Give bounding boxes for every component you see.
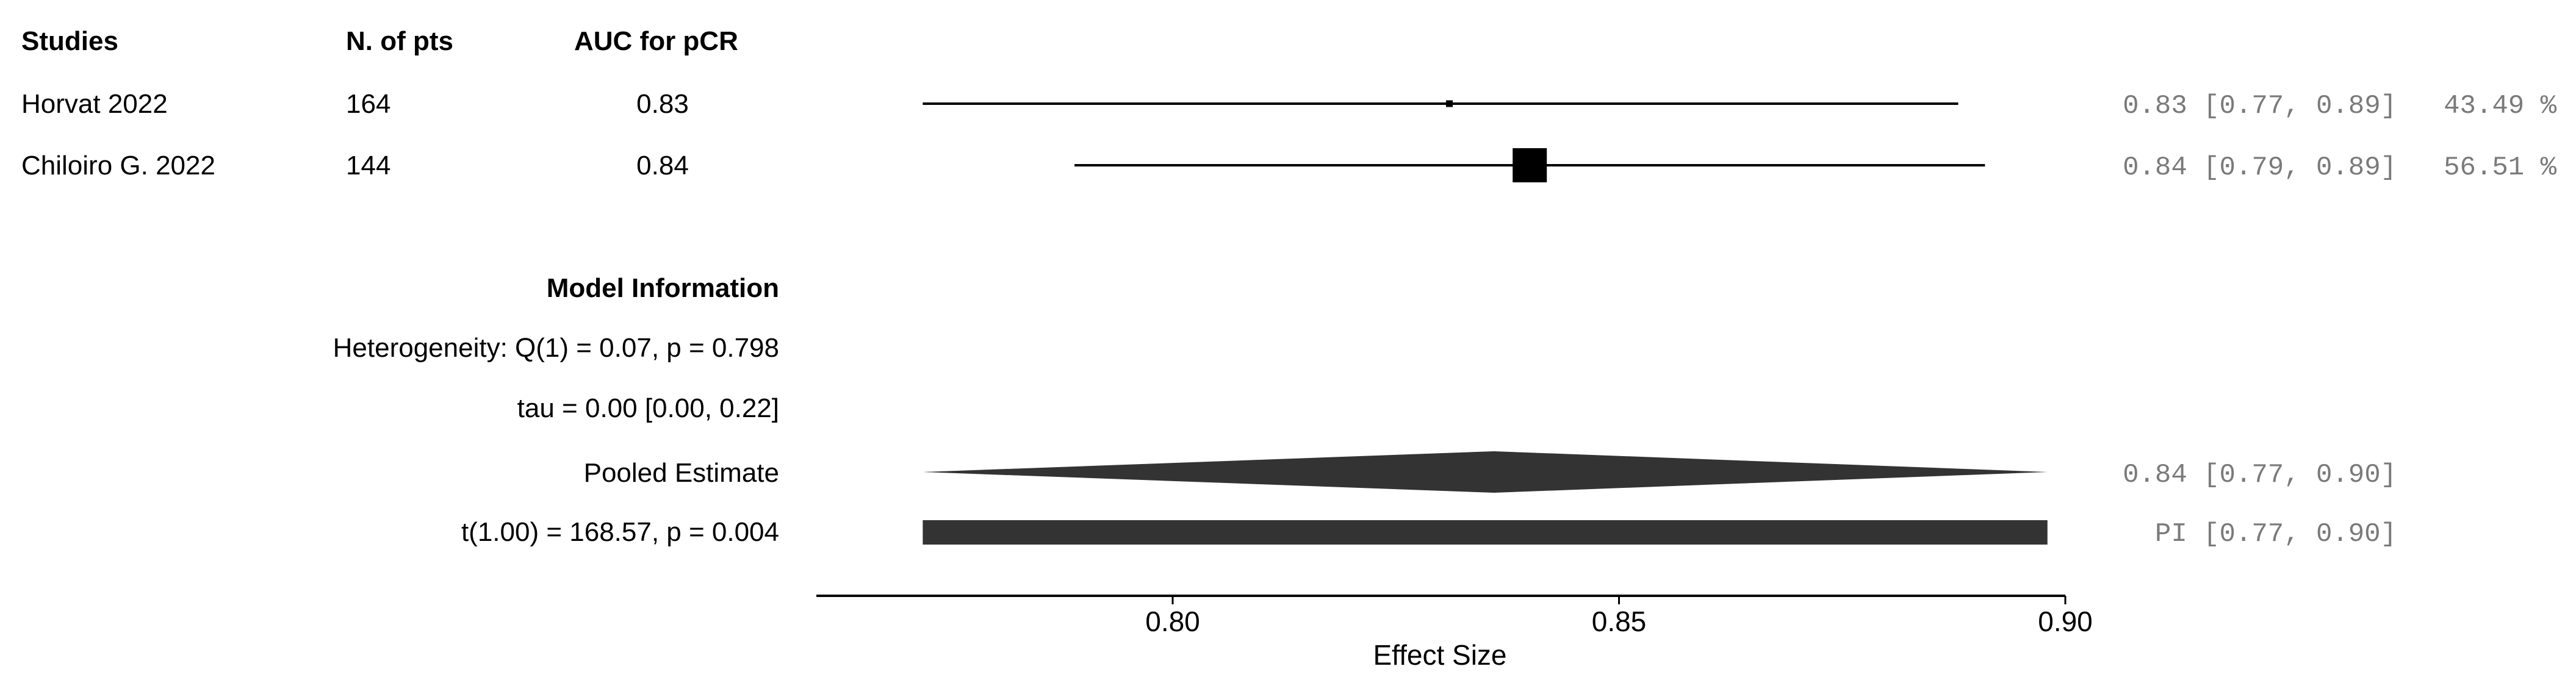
x-tick-label-3: 0.90 bbox=[2038, 606, 2093, 637]
prediction-interval-bar bbox=[923, 520, 2048, 545]
study-weight-1: 43.49 % bbox=[2444, 91, 2556, 121]
x-tick-label-2: 0.85 bbox=[1592, 606, 1647, 637]
x-tick-label-1: 0.80 bbox=[1145, 606, 1200, 637]
model-info-title: Model Information bbox=[547, 273, 779, 303]
x-axis-label: Effect Size bbox=[1373, 639, 1506, 671]
study-auc-1: 0.83 bbox=[636, 89, 689, 119]
header-auc: AUC for pCR bbox=[574, 26, 738, 56]
model-tau: tau = 0.00 [0.00, 0.22] bbox=[517, 393, 779, 423]
model-t-test: t(1.00) = 168.57, p = 0.004 bbox=[461, 517, 779, 547]
study-auc-2: 0.84 bbox=[636, 151, 689, 181]
study-n-2: 144 bbox=[346, 151, 390, 181]
study-point-2 bbox=[1513, 148, 1547, 182]
study-name-2: Chiloiro G. 2022 bbox=[21, 151, 215, 181]
x-axis-ticks: 0.80 0.85 0.90 bbox=[1145, 596, 2093, 637]
forest-marks bbox=[923, 100, 2048, 545]
study-result-1: 0.83 [0.77, 0.89] bbox=[2123, 91, 2397, 121]
study-result-2: 0.84 [0.79, 0.89] bbox=[2123, 152, 2397, 183]
pooled-estimate-label: Pooled Estimate bbox=[584, 458, 779, 488]
study-point-1 bbox=[1446, 100, 1453, 107]
model-heterogeneity: Heterogeneity: Q(1) = 0.07, p = 0.798 bbox=[333, 333, 779, 363]
pooled-result-text: 0.84 [0.77, 0.90] bbox=[2123, 460, 2397, 490]
study-n-1: 164 bbox=[346, 89, 390, 119]
pooled-diamond bbox=[923, 451, 2048, 493]
pi-result-text: PI [0.77, 0.90] bbox=[2155, 519, 2397, 549]
header-n-pts: N. of pts bbox=[346, 26, 453, 56]
study-weight-2: 56.51 % bbox=[2444, 152, 2556, 183]
study-name-1: Horvat 2022 bbox=[21, 89, 168, 119]
header-studies: Studies bbox=[21, 26, 118, 56]
